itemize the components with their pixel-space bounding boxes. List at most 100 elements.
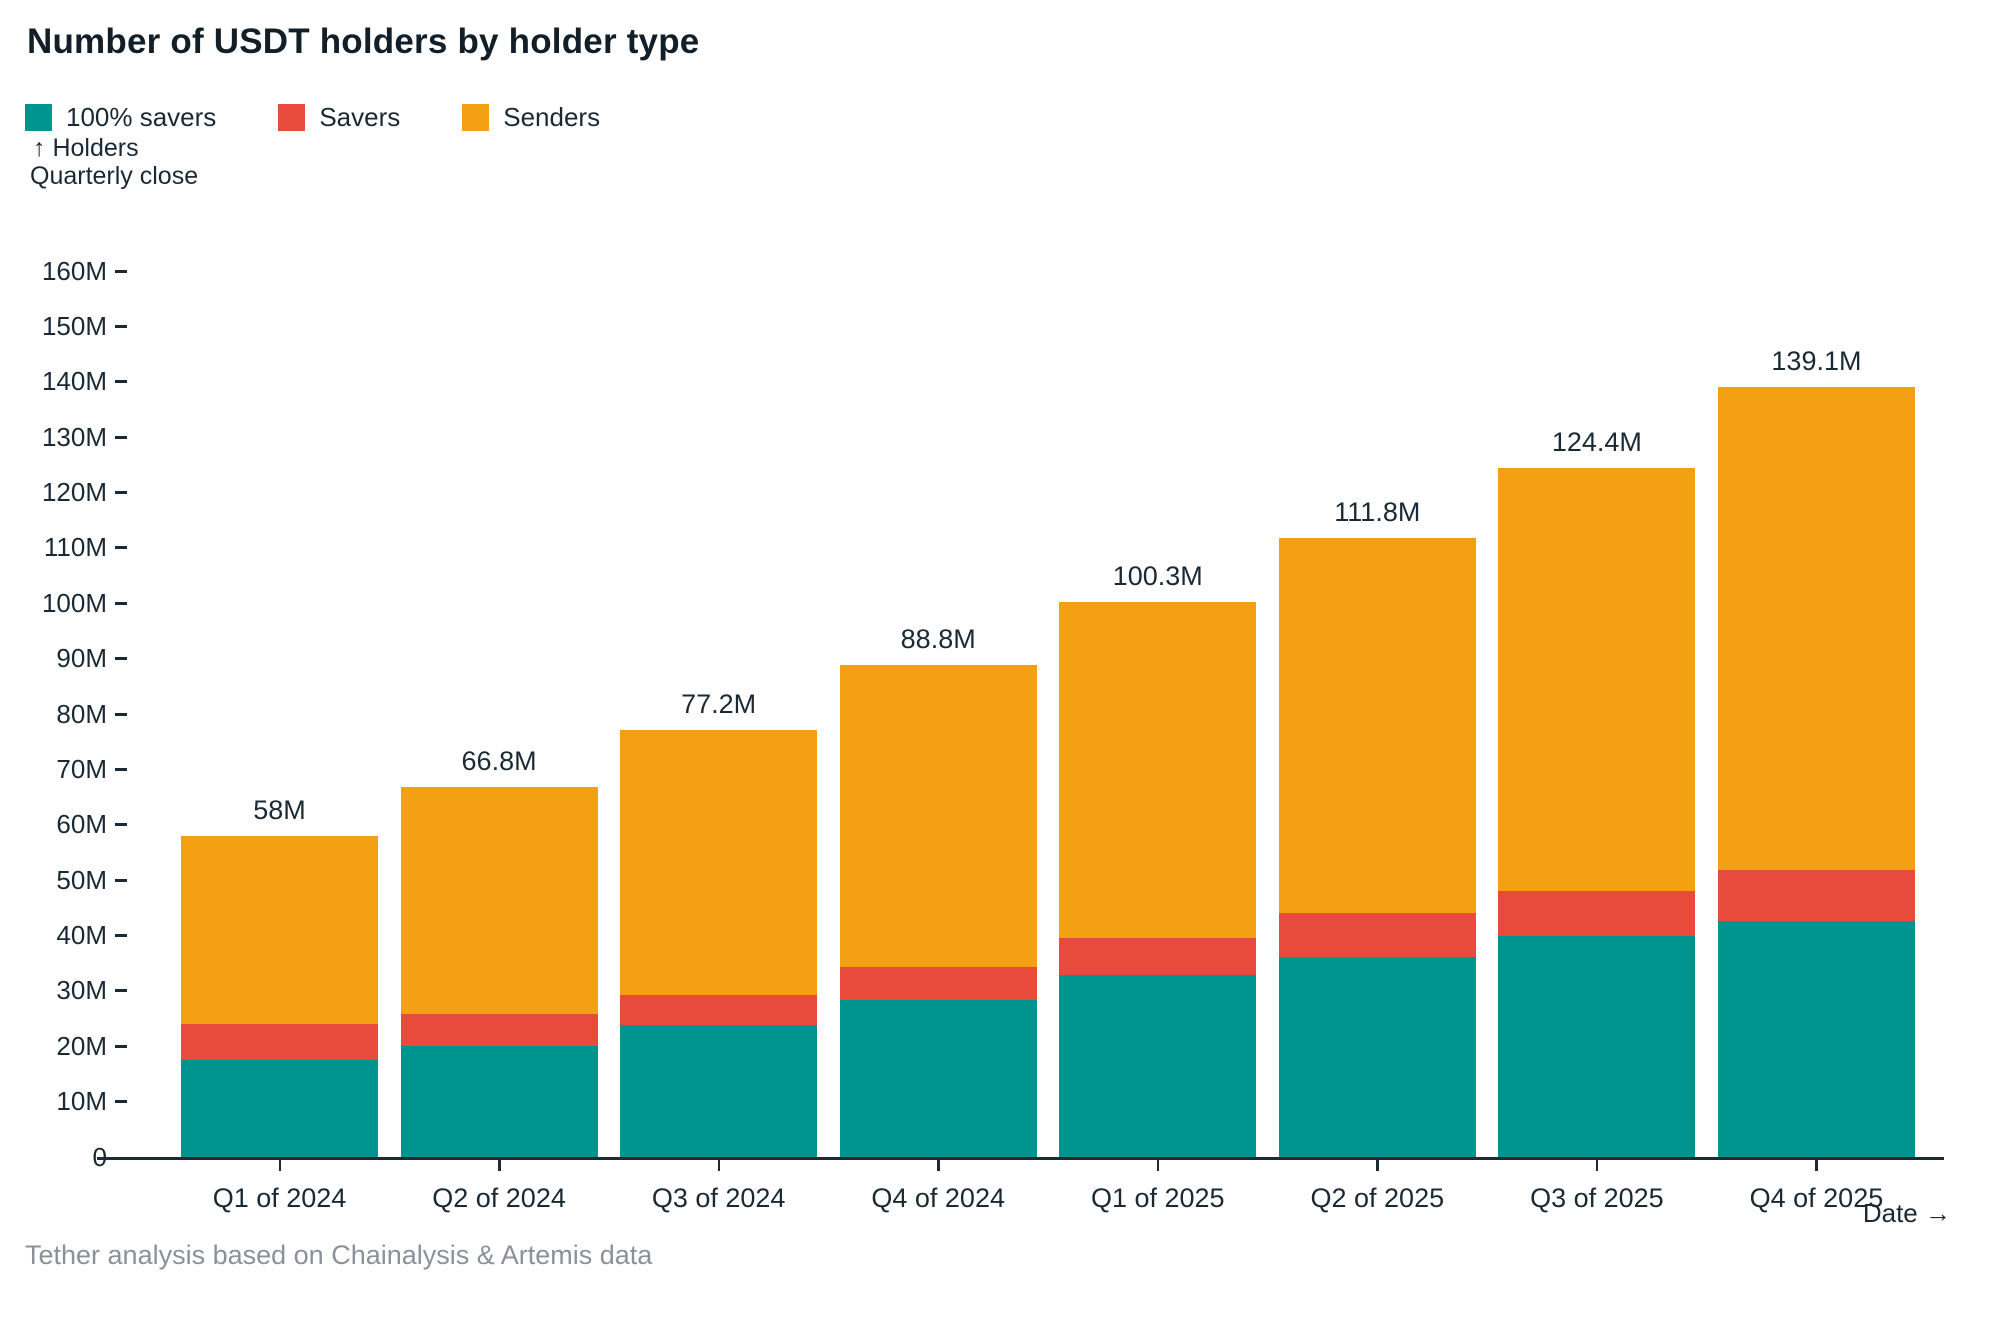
segment-savers [1059, 937, 1257, 976]
x-tick-mark-icon [1156, 1160, 1160, 1171]
x-axis-baseline [97, 1157, 1944, 1160]
y-tick-label: 110M [43, 532, 107, 563]
y-tick-mark-icon [115, 546, 127, 550]
segment-100-savers [620, 1024, 818, 1157]
bar-q2-of-2024: 66.8M Q2 of 2024 [400, 271, 598, 1213]
bar-q4-of-2025: 139.1M Q4 of 2025 [1717, 271, 1915, 1213]
y-tick-mark-icon [115, 1044, 127, 1048]
bar-total-label: 88.8M [900, 624, 976, 655]
legend-label: Senders [503, 102, 601, 132]
x-tick-mark-icon [1595, 1160, 1599, 1171]
bar-total-label: 100.3M [1112, 560, 1203, 591]
bar-stack [1498, 468, 1696, 1157]
y-tick-mark-icon [115, 1100, 127, 1104]
legend-label: 100% savers [66, 102, 217, 132]
y-tick-mark-icon [115, 657, 127, 661]
y-tick-label: 20M [56, 1030, 107, 1061]
legend-swatch-savers-icon [278, 104, 306, 131]
segment-100-savers [181, 1060, 378, 1157]
bar-stack [620, 729, 818, 1157]
x-tick-label: Q1 of 2025 [1090, 1183, 1225, 1213]
bar-q4-of-2024: 88.8M Q4 of 2024 [839, 271, 1037, 1213]
y-tick-mark-icon [115, 491, 127, 494]
y-tick-label: 70M [56, 753, 107, 784]
segment-savers [1717, 869, 1915, 921]
bar-q3-of-2025: 124.4M Q3 of 2025 [1498, 271, 1696, 1213]
x-tick-label: Q2 of 2025 [1310, 1183, 1445, 1213]
segment-senders [400, 787, 598, 1015]
y-tick-label: 0 [93, 1142, 107, 1173]
y-axis-title-line1: ↑ Holders [33, 134, 139, 162]
y-tick-label: 150M [41, 310, 107, 341]
bar-stack [1059, 601, 1257, 1157]
y-tick-label: 100M [41, 587, 107, 618]
y-tick-mark-icon [115, 269, 127, 273]
legend-swatch-senders-icon [462, 104, 490, 131]
bar-total-label: 139.1M [1771, 345, 1862, 376]
legend-item-savers: Savers [278, 102, 400, 133]
x-tick-label: Q4 of 2024 [871, 1183, 1005, 1213]
segment-100-savers [1717, 920, 1915, 1157]
segment-100-savers [400, 1045, 598, 1157]
bar-stack [839, 665, 1037, 1157]
segment-senders [620, 729, 818, 996]
bar-total-label: 66.8M [461, 746, 537, 777]
segment-senders [1278, 537, 1476, 913]
bar-q3-of-2024: 77.2M Q3 of 2024 [620, 271, 818, 1213]
bar-total-label: 58M [253, 794, 306, 825]
bar-q2-of-2025: 111.8M Q2 of 2025 [1278, 271, 1476, 1213]
segment-savers [181, 1024, 378, 1061]
segment-senders [1717, 386, 1915, 870]
bar-q1-of-2025: 100.3M Q1 of 2025 [1059, 271, 1257, 1213]
x-tick-label: Q3 of 2025 [1530, 1183, 1664, 1213]
bar-stack [181, 835, 378, 1157]
legend-swatch-100-savers-icon [25, 104, 52, 131]
segment-senders [1059, 601, 1257, 938]
x-tick-mark-icon [1376, 1160, 1379, 1171]
bar-total-label: 111.8M [1334, 496, 1421, 527]
x-tick-mark-icon [1815, 1160, 1818, 1171]
bar-total-label: 77.2M [681, 688, 757, 719]
y-tick-mark-icon [115, 934, 127, 937]
y-tick-label: 40M [56, 920, 107, 950]
y-tick-mark-icon [115, 767, 127, 771]
x-tick-mark-icon [498, 1160, 501, 1171]
y-tick-label: 160M [41, 255, 107, 286]
y-tick-mark-icon [115, 823, 127, 827]
y-tick-mark-icon [115, 989, 127, 993]
x-tick-label: Q1 of 2024 [212, 1183, 347, 1213]
y-tick-label: 10M [56, 1086, 107, 1117]
y-tick-label: 30M [56, 975, 107, 1006]
segment-senders [839, 665, 1037, 967]
segment-senders [1498, 468, 1696, 891]
segment-100-savers [1059, 975, 1257, 1157]
legend-item-100-savers: 100% savers [25, 102, 216, 133]
segment-savers [1498, 890, 1696, 937]
y-tick-label: 140M [41, 366, 107, 397]
y-tick-label: 60M [56, 809, 107, 840]
source-note: Tether analysis based on Chainalysis & A… [25, 1240, 653, 1270]
segment-savers [839, 966, 1037, 1000]
y-tick-mark-icon [115, 380, 127, 384]
bar-total-label: 124.4M [1551, 427, 1642, 458]
y-tick-mark-icon [115, 435, 127, 439]
legend-label: Savers [319, 102, 401, 132]
y-tick-mark-icon [115, 601, 127, 605]
bar-stack [400, 787, 598, 1157]
segment-senders [181, 835, 378, 1025]
segment-savers [1278, 912, 1476, 957]
legend: 100% savers Savers Senders [25, 102, 600, 133]
bar-stack [1278, 537, 1476, 1157]
y-tick-mark-icon [115, 878, 127, 882]
segment-100-savers [839, 999, 1037, 1157]
y-tick-mark-icon [115, 324, 127, 328]
y-axis-title-line2: Quarterly close [30, 162, 199, 190]
y-tick-label: 80M [56, 698, 107, 729]
x-tick-label: Q2 of 2024 [432, 1183, 566, 1213]
y-tick-mark-icon [115, 712, 127, 716]
legend-item-senders: Senders [462, 102, 600, 133]
x-tick-label: Q4 of 2025 [1749, 1183, 1884, 1213]
bar-stack [1717, 386, 1915, 1157]
y-tick-label: 90M [56, 643, 107, 674]
segment-savers [620, 995, 818, 1025]
